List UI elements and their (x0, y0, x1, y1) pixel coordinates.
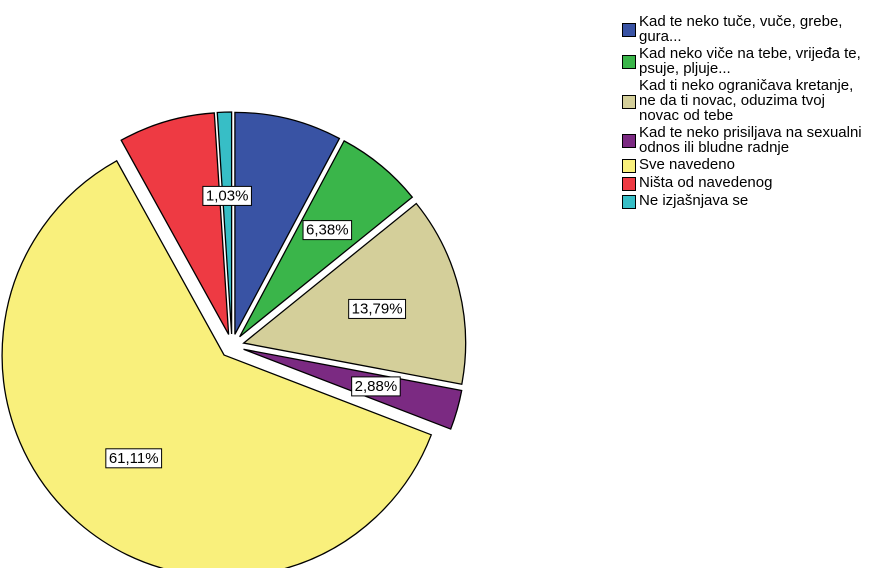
legend-swatch (622, 55, 636, 69)
legend-swatch (622, 134, 636, 148)
legend-swatch (622, 177, 636, 191)
legend-swatch (622, 23, 636, 37)
data-label-box (302, 220, 353, 241)
legend-swatch (622, 159, 636, 173)
data-label-box (348, 298, 407, 319)
legend-swatch (622, 94, 636, 109)
pie-slice (120, 112, 230, 335)
legend-item: Kad te neko prisiljava na sexualni odnos… (622, 125, 867, 155)
legend-label: Ne izjašnjava se (639, 192, 749, 209)
legend-item: Ne izjašnjava se (622, 193, 867, 209)
pie-slice (216, 111, 233, 335)
legend-swatch (622, 195, 636, 209)
data-label-box (202, 185, 252, 206)
data-label-text: 6,38% (306, 222, 349, 239)
legend-label: Kad te neko prisiljava na sexualni odnos… (639, 124, 862, 156)
data-label: 6,38% (302, 220, 353, 241)
legend-item: Kad ti neko ograničava kretanje, ne da t… (622, 78, 867, 123)
legend-item: Sve navedeno (622, 157, 867, 173)
data-label-box (105, 448, 163, 469)
legend-item: Kad te neko tuče, vuče, grebe, gura... (622, 14, 867, 44)
data-label: 13,79% (348, 298, 407, 319)
data-label-box (351, 376, 401, 397)
data-label-text: 13,79% (352, 300, 403, 317)
legend-label: Ništa od navedenog (639, 174, 773, 191)
data-label: 1,03% (202, 185, 252, 206)
data-label-text: 2,88% (355, 378, 398, 395)
legend: Kad te neko tuče, vuče, grebe, gura... Ka… (622, 14, 867, 211)
legend-item: Ništa od navedenog (622, 175, 867, 191)
legend-label: Kad neko viče na tebe, vrijeđa te, psuje… (639, 45, 861, 77)
pie-slice (242, 202, 467, 386)
legend-label: Sve navedeno (639, 156, 735, 173)
legend-label: Kad te neko tuče, vuče, grebe, gura... (639, 13, 843, 45)
data-label-text: 1,03% (206, 187, 249, 204)
legend-item: Kad neko viče na tebe, vrijeđa te, psuje… (622, 46, 867, 76)
pie-slice (234, 111, 341, 335)
data-label: 2,88% (351, 376, 401, 397)
legend-label: Kad ti neko ograničava kretanje, ne da t… (639, 77, 854, 124)
data-label: 61,11% (105, 448, 163, 469)
data-label-text: 61,11% (109, 450, 159, 467)
